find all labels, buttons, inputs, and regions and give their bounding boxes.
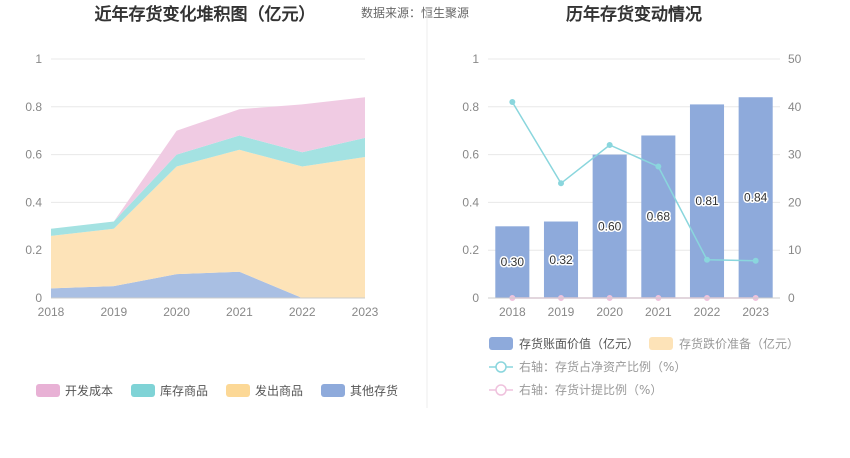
legend-swatch (649, 337, 673, 350)
legend-marker (495, 384, 507, 396)
left-x-tick-label: 2018 (38, 305, 65, 319)
left-y-tick-label: 0.2 (25, 243, 42, 257)
line-point (558, 180, 564, 187)
left-x-tick-label: 2021 (226, 305, 253, 319)
right-y2-tick-label: 20 (788, 195, 802, 209)
legend-label: 其他存货 (350, 383, 398, 398)
bar (738, 97, 773, 299)
legend-swatch (131, 384, 155, 397)
left-x-tick-label: 2023 (352, 305, 379, 319)
source-text: 数据来源：恒生聚源 (361, 5, 469, 20)
bar-data-label: 0.32 (549, 253, 573, 267)
right-y2-tick-label: 10 (788, 243, 802, 257)
legend-marker (495, 361, 507, 373)
legend-swatch (489, 337, 513, 350)
legend-label: 右轴：存货计提比例（%） (519, 382, 662, 397)
bar-data-label: 0.60 (598, 219, 622, 233)
legend-swatch (321, 384, 345, 397)
left-y-tick-label: 0.6 (25, 148, 42, 162)
bar-data-label: 0.30 (501, 255, 525, 269)
area-series (51, 97, 365, 229)
left-y-tick-label: 1 (35, 52, 42, 66)
right-y2-tick-label: 0 (788, 291, 795, 305)
right-y-tick-label: 0.4 (462, 195, 479, 209)
line-series (511, 101, 756, 262)
line-point (752, 257, 759, 264)
legend-swatch (226, 384, 250, 397)
area-series (51, 135, 365, 236)
legend-label: 右轴：存货占净资产比例（%） (519, 359, 686, 374)
line-point (655, 163, 662, 170)
right-chart-title: 历年存货变动情况 (566, 4, 702, 25)
bar-data-label: 0.81 (695, 194, 719, 208)
bar-data-label: 0.84 (744, 191, 768, 205)
right-y-tick-label: 0.2 (462, 243, 479, 257)
left-x-tick-label: 2020 (163, 305, 190, 319)
left-x-tick-label: 2019 (100, 305, 127, 319)
left-y-tick-label: 0.4 (25, 195, 42, 209)
legend-swatch (36, 384, 60, 397)
bar (689, 104, 725, 298)
bar (592, 154, 627, 298)
legend-label: 库存商品 (160, 383, 208, 398)
bar (495, 226, 530, 298)
right-chart-legend: 存货账面价值（亿元） 存货跌价准备（亿元） 右轴：存货占净资产比例（%） 右轴：存货计… (489, 336, 799, 397)
area-series (51, 149, 365, 298)
legend-label: 存货账面价值（亿元） (519, 336, 639, 351)
right-x-tick-label: 2021 (645, 305, 672, 319)
right-y2-tick-label: 40 (788, 100, 802, 114)
bar-data-label: 0.68 (647, 210, 671, 224)
left-y-tick-label: 0 (35, 291, 42, 305)
left-y-tick-label: 0.8 (25, 100, 42, 114)
right-x-tick-label: 2019 (548, 305, 575, 319)
right-y2-tick-label: 30 (788, 148, 802, 162)
bar (543, 221, 579, 298)
left-chart-axis: 0 0.2 0.4 0.6 0.8 1 2018 2019 2020 2021 2022 2023 (25, 52, 378, 319)
right-x-tick-label: 2023 (742, 305, 769, 319)
line-point (509, 99, 516, 106)
left-chart-legend: 开发成本 库存商品 发出商品 其他存货 (36, 383, 398, 398)
right-x-tick-label: 2020 (596, 305, 623, 319)
right-y-tick-label: 0.8 (462, 100, 479, 114)
legend-label: 发出商品 (255, 383, 303, 398)
left-chart-areas (51, 97, 365, 298)
right-y-tick-label: 0.6 (462, 148, 479, 162)
right-chart-bars: 0.30 0.32 0.60 0.68 0.81 0.84 (495, 97, 773, 299)
right-y-tick-label: 0 (472, 291, 479, 305)
legend-label: 开发成本 (65, 383, 113, 398)
area-series (51, 271, 365, 298)
right-y2-tick-label: 50 (788, 52, 802, 66)
bar (641, 135, 676, 298)
legend-label: 存货跌价准备（亿元） (679, 336, 799, 351)
line-point (606, 142, 613, 149)
line-point (704, 256, 710, 263)
right-x-tick-label: 2022 (694, 305, 721, 319)
right-x-tick-label: 2018 (499, 305, 526, 319)
left-x-tick-label: 2022 (289, 305, 316, 319)
left-chart-title: 近年存货变化堆积图（亿元） (95, 4, 316, 25)
right-chart-grid (488, 58, 780, 251)
right-y-tick-label: 1 (472, 52, 479, 66)
